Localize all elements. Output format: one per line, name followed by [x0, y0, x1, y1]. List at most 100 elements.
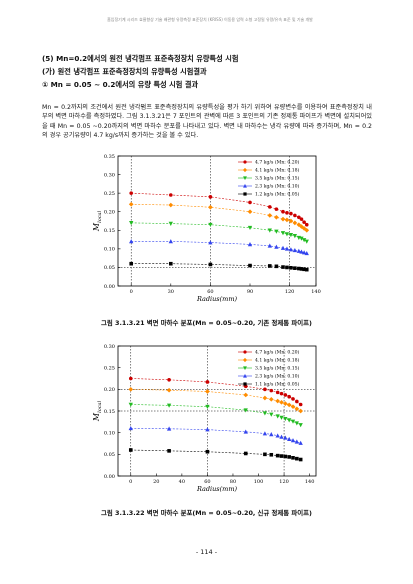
series-3 [128, 402, 303, 428]
data-point [287, 394, 291, 399]
y-tick-label: 0.00 [104, 474, 115, 480]
data-point [287, 418, 292, 423]
data-point [129, 191, 133, 195]
y-axis-label: Mlocal [92, 401, 103, 423]
data-point [128, 376, 133, 381]
data-point [247, 242, 253, 247]
data-point [283, 401, 288, 406]
data-point [279, 434, 284, 439]
series-line [130, 389, 301, 412]
data-point [208, 222, 213, 228]
data-point [284, 246, 290, 251]
y-tick-label: 0.25 [104, 365, 115, 371]
data-point [292, 248, 298, 253]
legend-entry: 4.1 kg/s (Mn: 0.18) [255, 357, 300, 364]
data-point [169, 193, 173, 197]
series-4 [128, 425, 303, 445]
data-point [294, 439, 299, 444]
data-point [304, 267, 309, 272]
legend-marker [243, 382, 247, 386]
series-3 [129, 221, 309, 244]
y-tick-label: 0.15 [104, 409, 115, 415]
series-1 [129, 191, 309, 227]
legend-entry: 1.2 kg/s (Mn: 0.05) [255, 191, 300, 198]
data-point [168, 239, 173, 244]
data-point [167, 449, 171, 453]
data-point [283, 417, 288, 422]
legend-entry: 2.3 kg/s (Mn: 0.10) [255, 183, 300, 190]
legend-marker [243, 183, 247, 188]
data-point [289, 211, 293, 216]
data-point [296, 222, 302, 228]
data-point [167, 378, 171, 382]
data-point [292, 220, 298, 226]
data-point [279, 399, 284, 405]
legend-marker [243, 176, 247, 181]
data-point [269, 432, 274, 437]
data-point [294, 406, 300, 412]
data-point [128, 425, 133, 431]
series-5 [129, 261, 309, 272]
data-point [275, 390, 280, 395]
x-tick-label: 80 [230, 479, 236, 485]
y-tick-label: 0.00 [104, 284, 115, 290]
data-point [269, 412, 274, 417]
data-point [294, 421, 299, 426]
series-line [130, 449, 301, 460]
series-line [131, 222, 307, 242]
figure-2-caption: 그림 3.1.3.22 벽면 마하수 분포(Mn = 0.05~0.20, 신규… [101, 509, 312, 517]
legend-entry: 4.1 kg/s (Mn: 0.18) [255, 167, 300, 174]
data-point [243, 451, 248, 456]
data-point [280, 231, 286, 236]
data-point [129, 239, 134, 244]
data-point [268, 205, 272, 209]
y-tick-label: 0.10 [104, 430, 115, 436]
data-point [280, 245, 286, 250]
legend-entry: 3.5 kg/s (Mn: 0.15) [255, 175, 300, 182]
data-point [290, 419, 296, 424]
data-point [283, 435, 288, 440]
data-point [128, 201, 134, 207]
data-point [283, 454, 288, 459]
data-point [267, 243, 272, 248]
data-point [243, 408, 248, 413]
data-point [299, 217, 304, 221]
plot-frame [117, 155, 317, 287]
data-point [205, 404, 210, 410]
data-point [128, 448, 133, 452]
data-point [301, 238, 307, 243]
data-point [298, 440, 303, 445]
data-point [284, 217, 290, 223]
data-point [128, 386, 134, 392]
data-point [248, 263, 252, 268]
x-tick-label: 120 [285, 289, 295, 295]
legend-marker [243, 160, 247, 164]
legend-entry: 3.5 kg/s (Mn: 0.15) [255, 365, 300, 372]
y-tick-label: 0.20 [104, 387, 115, 393]
legend-entry: 4.7 kg/s (Mn: 0.20) [255, 159, 300, 166]
x-tick-label: 20 [153, 479, 159, 485]
data-point [296, 248, 301, 253]
running-header: 흡입정기계 시리즈 효율향상 기술 배관형 유량측정 표준장치 (KRISS) … [107, 17, 313, 22]
series-line [131, 263, 307, 270]
data-point [262, 411, 268, 416]
data-point [288, 218, 294, 224]
data-point [299, 236, 304, 241]
data-point [269, 452, 274, 457]
x-tick-label: 100 [254, 479, 264, 485]
data-point [279, 454, 284, 458]
section-title: (5) Mn=0.2에서의 원전 냉각펌프 표준측정장치 유량특성 시험 [42, 54, 239, 63]
y-tick-label: 0.05 [104, 265, 115, 271]
x-tick-label: 0 [129, 479, 132, 485]
data-point [129, 261, 133, 266]
data-point [208, 240, 213, 245]
data-point [297, 215, 301, 220]
legend-marker [242, 167, 248, 173]
series-line [131, 203, 307, 231]
data-point [247, 209, 253, 215]
data-point [287, 455, 291, 459]
data-point [267, 213, 273, 218]
data-point [205, 427, 210, 432]
x-tick-label: 60 [204, 479, 210, 485]
data-point [168, 221, 173, 226]
